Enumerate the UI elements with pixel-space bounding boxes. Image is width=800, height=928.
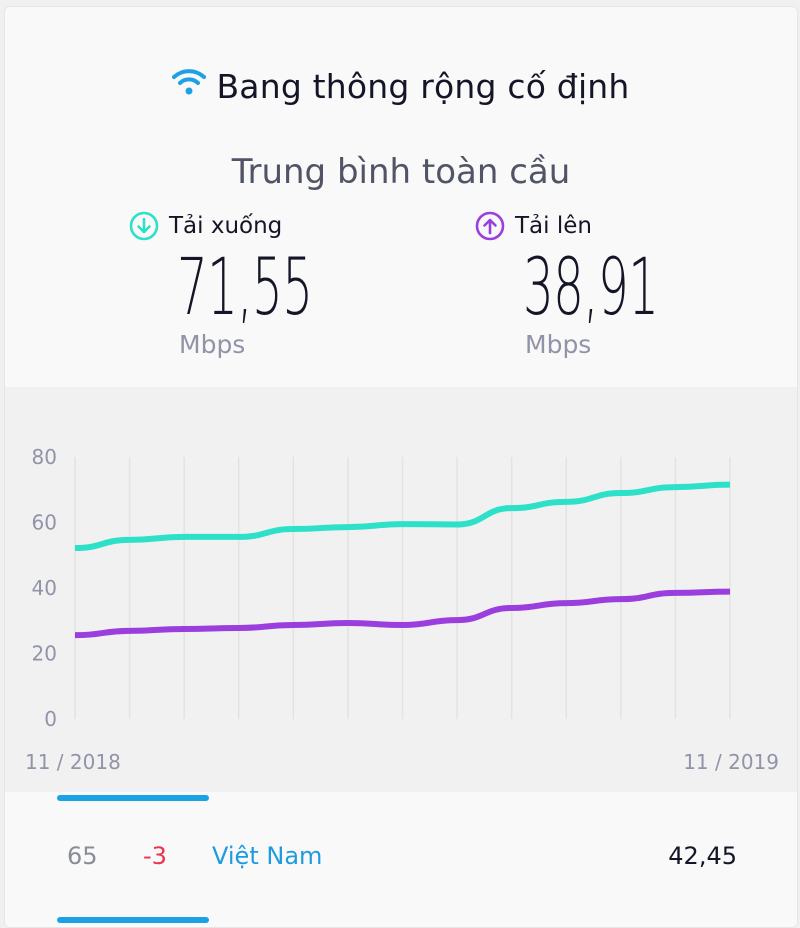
chart-lines	[74, 481, 731, 639]
subtitle: Trung bình toàn cầu	[231, 152, 571, 192]
y-axis-ticks: 0 20 40 60 80	[32, 445, 57, 731]
x-start-label: 11 / 2018	[25, 750, 121, 774]
tab-indicator[interactable]	[57, 795, 209, 801]
speed-chart: 0 20 40 60 80 11 / 2018 11 / 2019	[5, 387, 797, 792]
svg-text:40: 40	[32, 576, 57, 600]
arrow-up-circle-icon	[475, 211, 505, 241]
tab-indicator-bottom[interactable]	[57, 917, 209, 923]
download-label: Tải xuống	[169, 213, 283, 239]
card-title: Bang thông rộng cố định	[5, 67, 797, 108]
svg-text:0: 0	[44, 707, 57, 731]
svg-text:60: 60	[32, 511, 57, 535]
upload-label: Tải lên	[515, 213, 592, 239]
download-metric: Tải xuống 71,55 Mbps	[129, 210, 395, 359]
line-chart: 0 20 40 60 80 11 / 2018 11 / 2019	[25, 445, 779, 774]
upload-unit: Mbps	[525, 330, 592, 359]
title-text: Bang thông rộng cố định	[216, 67, 630, 106]
ranking-row[interactable]: 65 -3 Việt Nam 42,45	[5, 842, 797, 882]
upload-metric: Tải lên 38,91 Mbps	[475, 210, 741, 359]
svg-text:20: 20	[32, 642, 57, 666]
svg-text:80: 80	[32, 445, 57, 469]
ranking-section: 65 -3 Việt Nam 42,45	[5, 792, 797, 927]
rank-change: -3	[143, 842, 167, 870]
download-unit: Mbps	[179, 330, 246, 359]
upload-value: 38,91	[523, 243, 659, 333]
country-speed: 42,45	[668, 842, 737, 870]
series-line	[74, 481, 731, 552]
wifi-icon	[172, 65, 207, 104]
rank-number: 65	[67, 842, 98, 870]
arrow-down-circle-icon	[129, 211, 159, 241]
x-end-label: 11 / 2019	[683, 750, 779, 774]
broadband-card: Bang thông rộng cố định Trung bình toàn …	[4, 6, 798, 928]
country-link[interactable]: Việt Nam	[212, 842, 323, 870]
series-line	[74, 588, 731, 639]
chart-grid	[74, 457, 731, 719]
download-value: 71,55	[177, 243, 313, 333]
